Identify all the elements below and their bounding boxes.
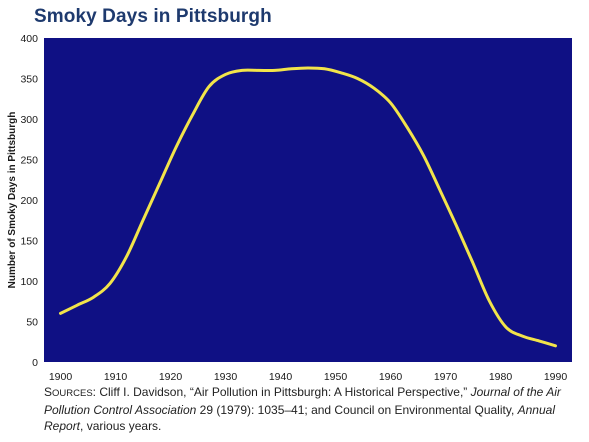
y-axis: 0 50 100 150 200 250 300 350 400 <box>20 33 38 369</box>
y-tick-label: 100 <box>20 276 38 288</box>
source-lead-first: S <box>44 385 53 399</box>
chart-title: Smoky Days in Pittsburgh <box>34 6 272 27</box>
x-axis: 1900 1910 1920 1930 1940 1950 1960 1970 1980 1990 <box>49 371 568 383</box>
source-journal: Journal of the Air Pollution Control Ass… <box>44 385 561 417</box>
source-text-2: 29 (1979): 1035–41; and Council on Envir… <box>196 403 518 417</box>
y-tick-label: 400 <box>20 33 38 45</box>
x-tick-label: 1900 <box>49 371 73 383</box>
y-tick-label: 200 <box>20 195 38 207</box>
plot-area <box>44 38 572 362</box>
series-line <box>59 66 557 348</box>
source-text-1: Cliff I. Davidson, “Air Pollution in Pit… <box>99 385 471 399</box>
source-text-3: , various years. <box>80 419 162 433</box>
x-tick-label: 1980 <box>489 371 513 383</box>
x-tick-label: 1970 <box>434 371 458 383</box>
source-lead-rest: ources <box>52 388 93 399</box>
y-tick-label: 50 <box>26 317 38 329</box>
y-tick-label: 150 <box>20 236 38 248</box>
source-note: Sources: Cliff I. Davidson, “Air Polluti… <box>44 384 584 434</box>
x-tick-label: 1930 <box>214 371 238 383</box>
y-axis-label: Number of Smoky Days in Pittsburgh <box>7 112 18 289</box>
y-tick-label: 250 <box>20 155 38 167</box>
source-report: Annual Report <box>44 403 555 433</box>
x-tick-label: 1940 <box>269 371 293 383</box>
y-tick-label: 350 <box>20 74 38 86</box>
x-tick-label: 1920 <box>159 371 183 383</box>
x-tick-label: 1960 <box>379 371 403 383</box>
y-tick-label: 300 <box>20 114 38 126</box>
x-tick-label: 1950 <box>324 371 348 383</box>
source-colon: : <box>92 385 100 399</box>
y-tick-label: 0 <box>32 357 38 369</box>
x-tick-label: 1910 <box>104 371 128 383</box>
x-tick-label: 1990 <box>544 371 568 383</box>
